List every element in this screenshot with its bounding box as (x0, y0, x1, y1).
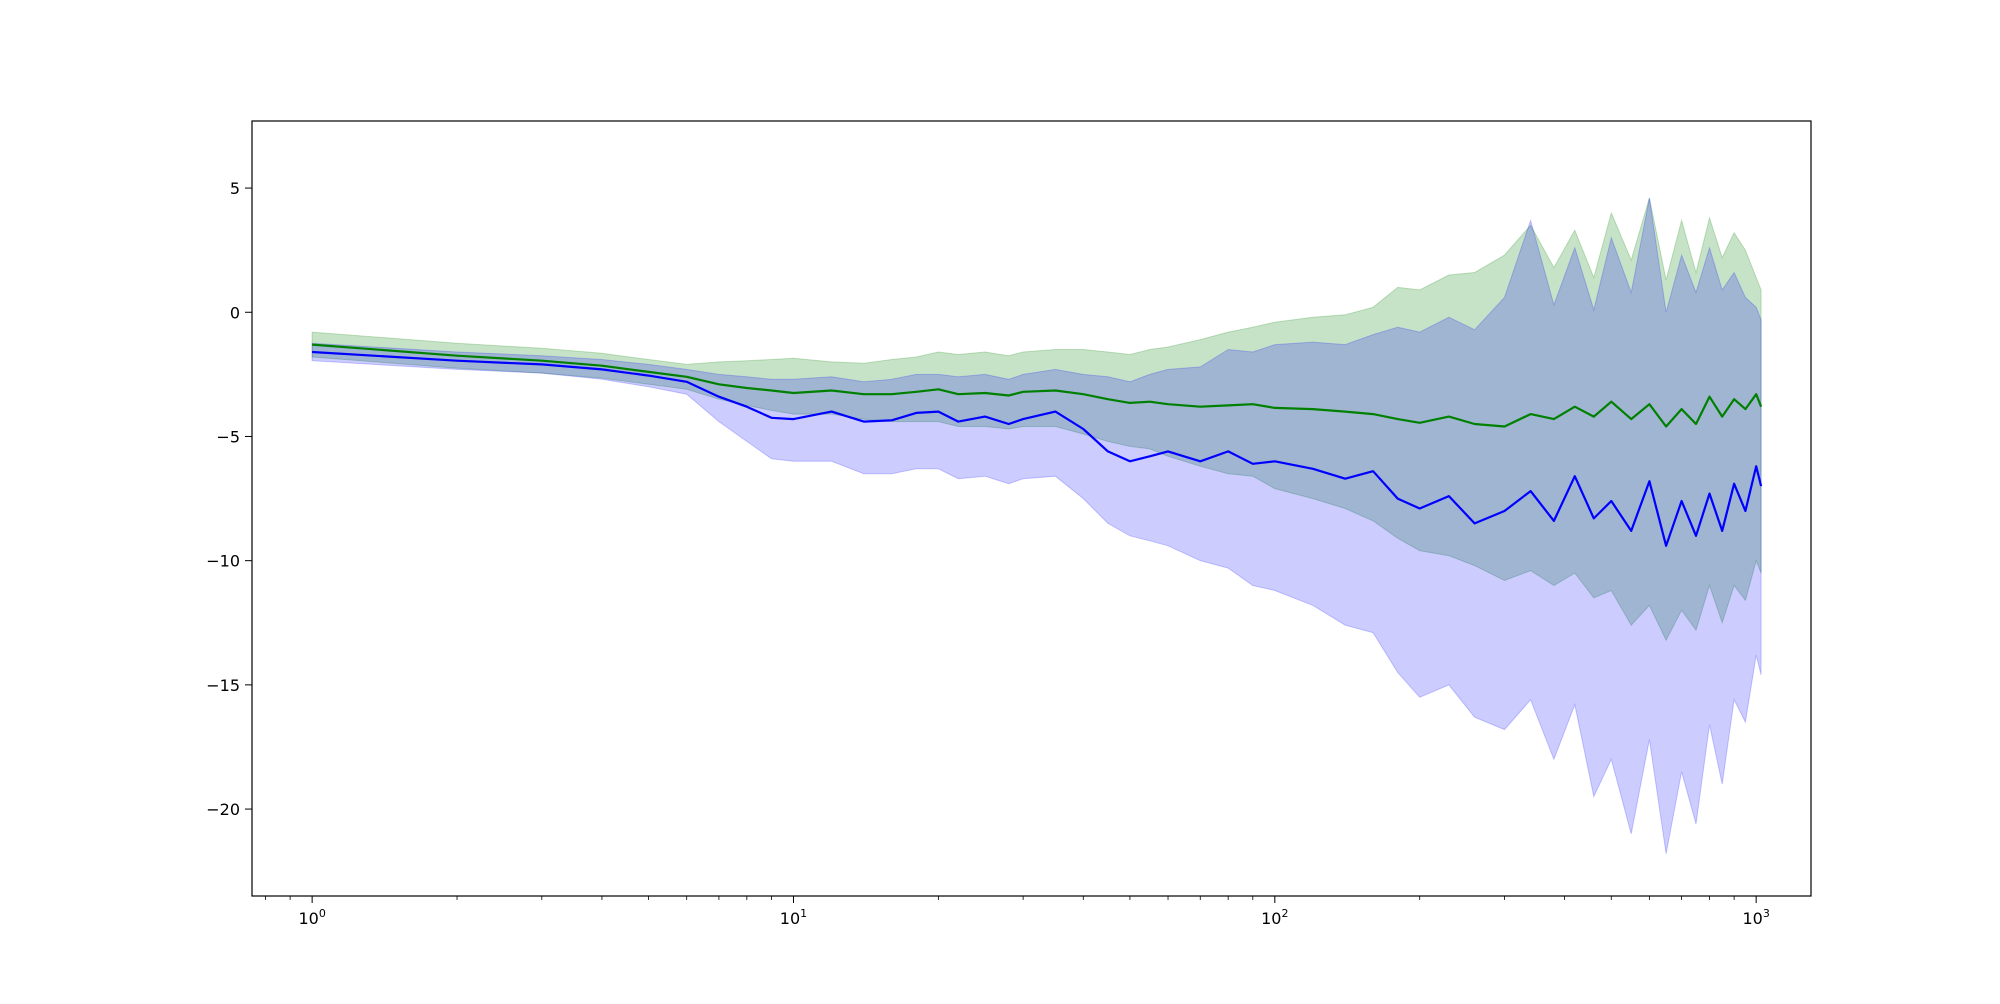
y-tick-label: 5 (230, 179, 240, 198)
confidence-bands (311, 197, 1762, 854)
x-axis: 100 101 102 103 (265, 896, 1770, 928)
x-tick-label: 103 (1742, 907, 1769, 928)
y-axis: 5 0 −5 −10 −15 −20 (206, 179, 252, 819)
x-tick-label: 100 (298, 907, 325, 928)
series-1-band (311, 197, 1762, 854)
series-1-line (312, 350, 1763, 547)
series-0-band (311, 197, 1762, 642)
x-tick-label: 101 (780, 907, 807, 928)
x-tick-label: 102 (1261, 907, 1288, 928)
y-tick-label: −20 (206, 800, 240, 819)
y-tick-label: −15 (206, 676, 240, 695)
y-tick-label: −5 (216, 427, 240, 446)
series-0-line (312, 343, 1763, 428)
y-tick-label: −10 (206, 552, 240, 571)
plot-frame (251, 120, 1812, 897)
series-lines (312, 343, 1763, 547)
y-tick-label: 0 (230, 303, 240, 322)
